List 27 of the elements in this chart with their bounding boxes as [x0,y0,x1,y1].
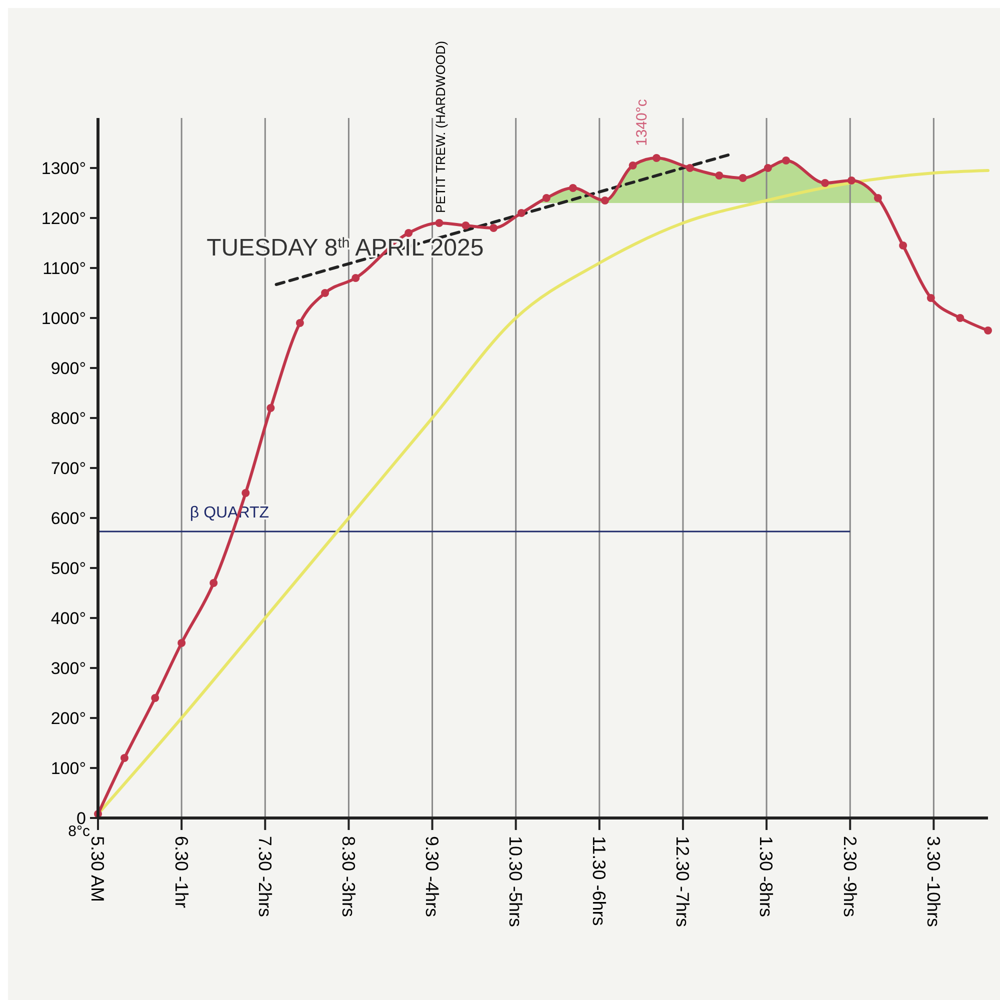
y-tick-label: 100° [50,758,86,778]
y-tick-label: 300° [50,658,86,678]
annotation: 1340°c [634,98,651,146]
x-tick-label: 2.30 -9hrs [840,836,860,918]
x-tick-label: 3.30 -10hrs [923,836,944,928]
y-tick-label: 200° [50,708,86,728]
annotation: PETIT TREW. (HARDWOOD) [433,40,448,213]
y-tick-label: 1100° [42,258,86,278]
x-tick-label: 7.30 -2hrs [254,836,275,918]
y-tick-label: 1200° [41,208,86,228]
x-tick-label: 9.30 -4hrs [422,836,442,918]
y-tick-label: 1000° [41,308,86,328]
y-tick-label: 800° [50,408,86,428]
y-tick-label: 500° [50,558,86,578]
y-tick-label: 400° [50,608,86,628]
x-tick-label: 10.30 -5hrs [506,836,526,928]
x-tick-label: 6.30 -1hr [171,836,192,908]
y-tick-label: 700° [50,458,86,478]
x-tick-label: 12.30 -7hrs [672,836,693,928]
y-tick-label: 600° [50,508,86,528]
x-tick-label: 1.30 -8hrs [756,836,776,918]
x-tick-label: 8.30 -3hrs [338,836,358,918]
y-tick-label: 1300° [41,158,86,178]
y-tick-label: 900° [50,358,86,378]
x-tick-label: 5.30 AM [88,836,108,902]
x-tick-label: 11.30 -6hrs [589,836,610,926]
annotation: 8°c [68,823,90,840]
